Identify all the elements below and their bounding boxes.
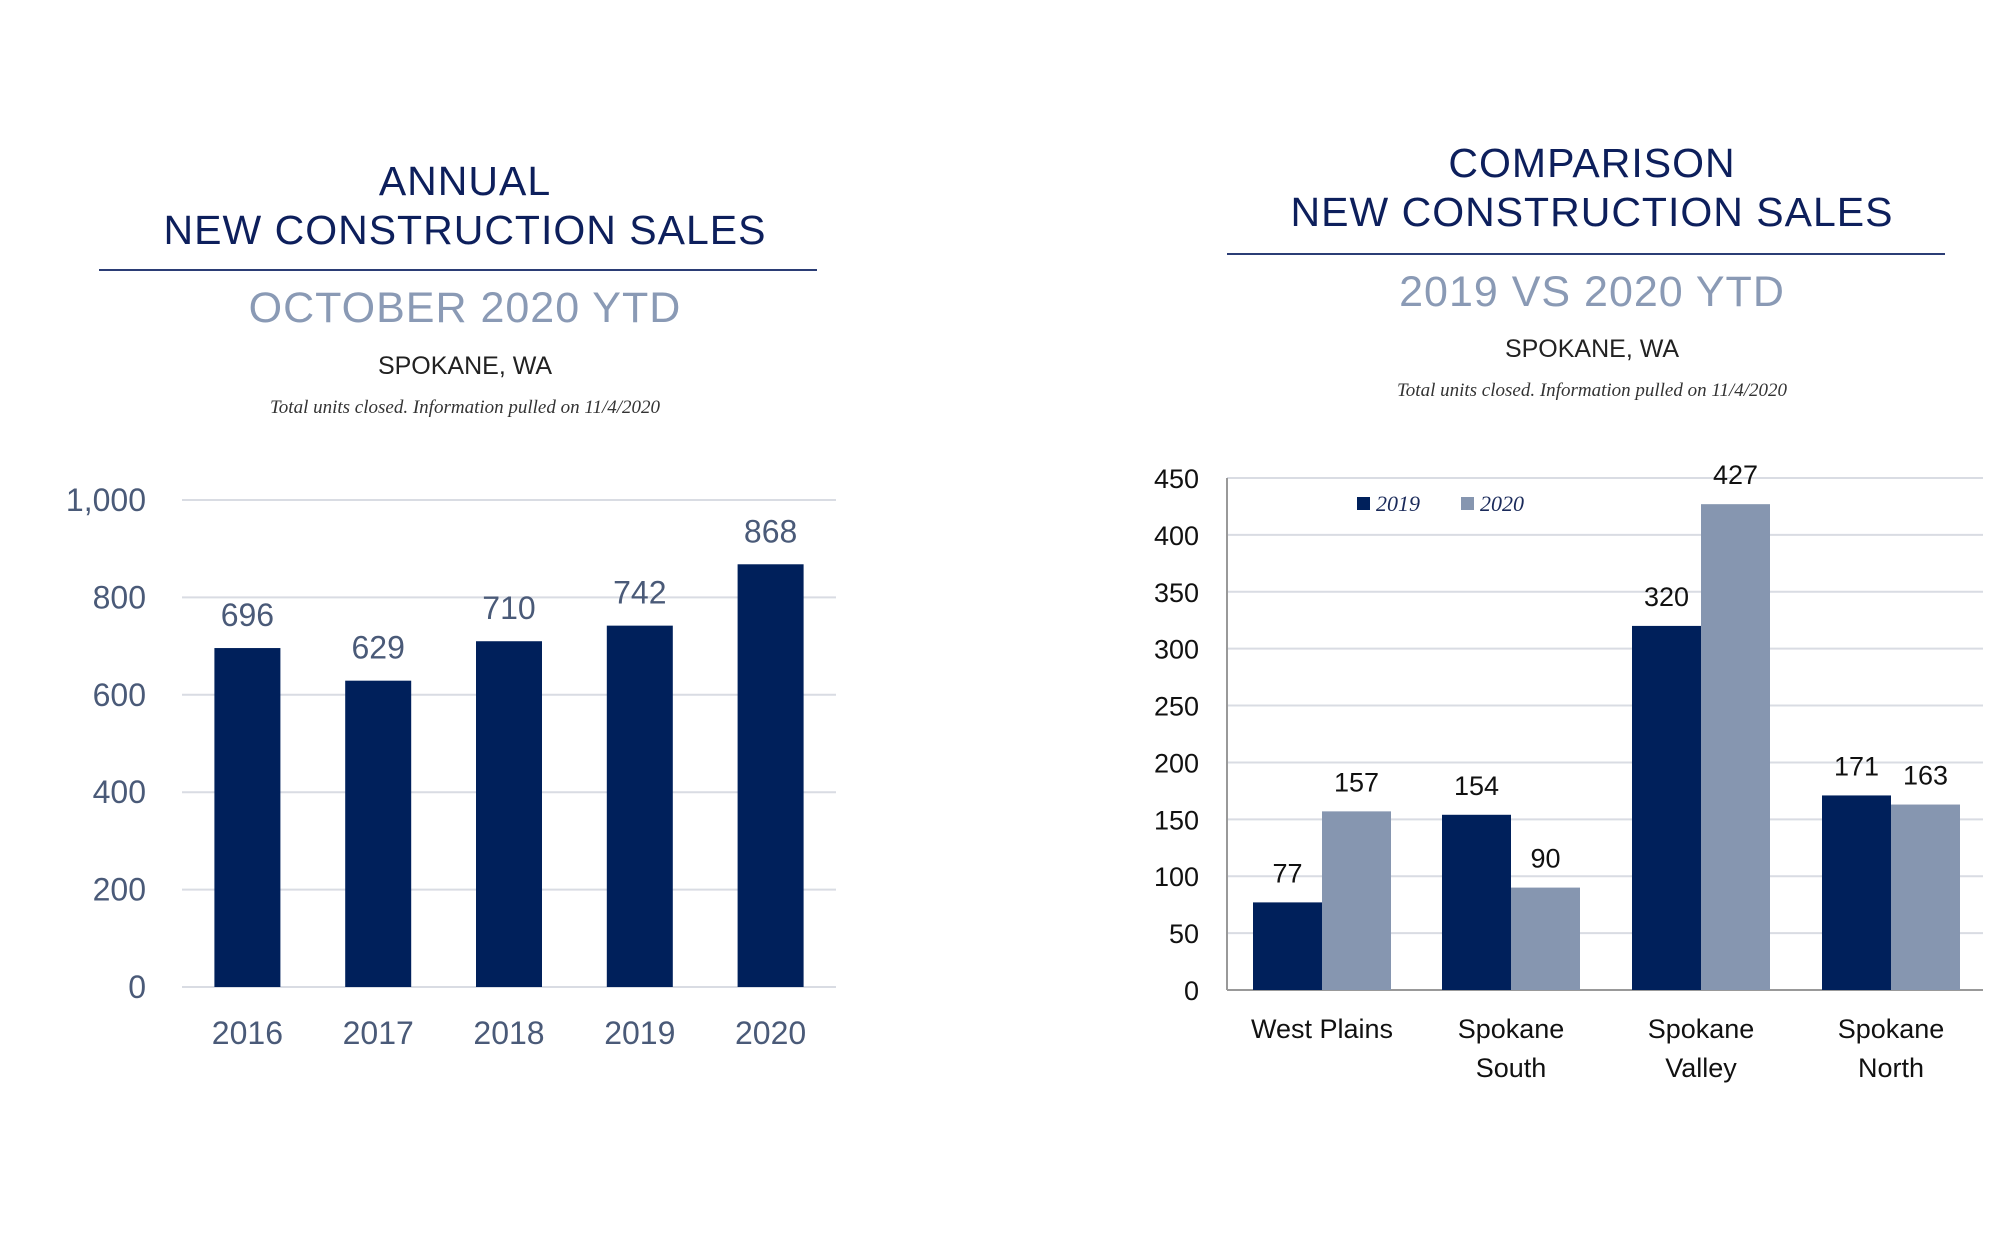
left-data-label: 868	[744, 513, 797, 549]
right-data-label: 320	[1644, 582, 1689, 612]
right-y-tick-label: 100	[1154, 862, 1199, 892]
left-data-label: 696	[221, 597, 274, 633]
left-title-line-1: ANNUAL	[378, 158, 552, 204]
left-x-tick-label: 2020	[735, 1015, 806, 1051]
left-bar-2017	[345, 680, 412, 987]
right-data-label: 90	[1530, 844, 1560, 874]
right-bar-2019-0	[1253, 902, 1322, 990]
left-x-tick-label: 2017	[343, 1015, 414, 1051]
right-bar-2019-3	[1822, 795, 1891, 990]
left-bar-2016	[214, 648, 281, 987]
left-bar-2019	[606, 625, 673, 987]
legend-label-2019: 2019	[1376, 491, 1420, 516]
right-data-label: 154	[1454, 771, 1499, 801]
right-y-tick-label: 200	[1154, 748, 1199, 778]
left-x-tick-label: 2018	[473, 1015, 544, 1051]
right-location: SPOKANE, WA	[1504, 335, 1680, 363]
left-y-tick-label: 0	[128, 969, 146, 1005]
left-subtitle: OCTOBER 2020 YTD	[248, 284, 682, 332]
left-y-tick-label: 1,000	[66, 482, 146, 518]
legend-swatch-2020	[1461, 497, 1474, 510]
right-data-label: 427	[1713, 460, 1758, 490]
right-bar-2020-3	[1891, 804, 1960, 990]
left-data-label: 710	[482, 590, 535, 626]
right-title-line-2: NEW CONSTRUCTION SALES	[1290, 189, 1894, 235]
left-chart-title: ANNUAL NEW CONSTRUCTION SALES	[164, 157, 767, 255]
left-y-tick-label: 600	[93, 677, 146, 713]
left-data-label: 629	[352, 630, 405, 666]
right-y-tick-label: 400	[1154, 521, 1199, 551]
left-data-label: 742	[613, 575, 666, 611]
right-chart-title: COMPARISON NEW CONSTRUCTION SALES	[1291, 139, 1894, 237]
legend-label-2020: 2020	[1480, 491, 1524, 516]
left-x-tick-label: 2019	[604, 1015, 675, 1051]
right-x-tick-label: South	[1476, 1053, 1547, 1083]
right-x-tick-label: Spokane	[1838, 1014, 1945, 1044]
right-note: Total units closed. Information pulled o…	[1396, 380, 1788, 401]
right-subtitle: 2019 VS 2020 YTD	[1399, 268, 1785, 316]
right-x-tick-label: West Plains	[1251, 1014, 1393, 1044]
left-x-tick-label: 2016	[212, 1015, 283, 1051]
right-data-label: 157	[1334, 767, 1379, 797]
left-bar-2020	[737, 564, 804, 987]
right-x-tick-label: Spokane	[1648, 1014, 1755, 1044]
right-y-tick-label: 0	[1184, 976, 1199, 1006]
right-bar-2020-0	[1322, 811, 1391, 990]
right-bar-2019-1	[1442, 814, 1511, 990]
right-x-tick-label: North	[1858, 1053, 1924, 1083]
left-y-tick-label: 200	[93, 872, 146, 908]
left-location: SPOKANE, WA	[377, 352, 553, 380]
left-bar-2018	[476, 641, 542, 987]
right-y-tick-label: 350	[1154, 578, 1199, 608]
legend-swatch-2019	[1357, 497, 1370, 510]
left-y-tick-label: 400	[93, 774, 146, 810]
right-y-tick-label: 150	[1154, 805, 1199, 835]
right-bar-2020-2	[1701, 504, 1770, 990]
right-y-tick-label: 50	[1169, 919, 1199, 949]
right-title-divider	[1227, 253, 1945, 255]
right-title-line-1: COMPARISON	[1448, 140, 1736, 186]
left-y-tick-label: 800	[93, 579, 146, 615]
right-bar-2020-1	[1511, 887, 1580, 990]
right-y-tick-label: 450	[1154, 464, 1199, 494]
right-data-label: 171	[1834, 751, 1879, 781]
right-x-tick-label: Spokane	[1458, 1014, 1565, 1044]
right-data-label: 77	[1272, 858, 1302, 888]
left-title-line-2: NEW CONSTRUCTION SALES	[163, 207, 767, 253]
left-title-divider	[99, 269, 817, 271]
right-bar-2019-2	[1632, 625, 1701, 990]
right-y-tick-label: 250	[1154, 692, 1199, 722]
left-note: Total units closed. Information pulled o…	[269, 397, 661, 418]
right-x-tick-label: Valley	[1665, 1053, 1737, 1083]
right-y-tick-label: 300	[1154, 635, 1199, 665]
right-data-label: 163	[1903, 761, 1948, 791]
